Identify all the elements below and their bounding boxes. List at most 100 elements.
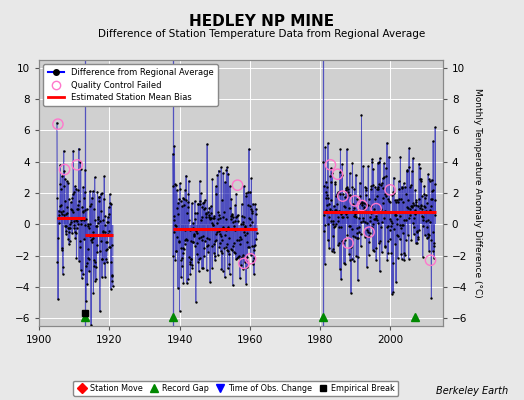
Point [333, 208, 341, 215]
Point [95, 308, 104, 315]
Point [196, 255, 204, 262]
Point [246, 252, 255, 258]
Point [98, 256, 106, 262]
Point [374, 160, 382, 166]
Point [75, 197, 83, 204]
Point [102, 246, 111, 253]
Point [386, 226, 395, 233]
Point [333, 190, 342, 197]
Point [227, 196, 235, 202]
Point [182, 197, 190, 204]
Point [52, 119, 61, 126]
Point [196, 190, 205, 196]
Point [358, 200, 367, 206]
Point [389, 189, 398, 196]
Point [95, 194, 103, 200]
Point [193, 258, 202, 265]
Point [421, 232, 429, 238]
Point [73, 162, 81, 168]
Point [80, 236, 88, 242]
Point [182, 237, 191, 243]
Point [422, 192, 430, 198]
Point [178, 203, 186, 209]
Point [390, 190, 398, 196]
Point [406, 184, 414, 190]
Point [74, 221, 82, 227]
Point [182, 172, 190, 179]
Point [384, 196, 392, 202]
Point [345, 191, 354, 198]
Point [82, 206, 91, 212]
Point [241, 223, 249, 230]
Point [328, 248, 336, 254]
Point [79, 271, 87, 278]
Point [186, 270, 194, 277]
Point [89, 228, 97, 235]
Point [350, 258, 358, 264]
Point [71, 229, 79, 235]
Point [383, 257, 391, 263]
Point [336, 191, 344, 197]
Point [208, 219, 216, 226]
Point [215, 228, 223, 234]
Point [212, 183, 220, 190]
Point [250, 271, 258, 278]
Point [181, 237, 190, 243]
Point [179, 280, 188, 286]
Point [400, 257, 408, 264]
Point [385, 154, 393, 160]
Point [338, 161, 346, 168]
Point [410, 224, 418, 230]
Point [79, 209, 87, 215]
Point [63, 204, 72, 210]
Point [72, 225, 81, 232]
Point [202, 214, 210, 220]
Point [409, 202, 418, 208]
Point [83, 221, 92, 227]
Point [198, 236, 206, 243]
Point [170, 229, 178, 235]
Point [108, 272, 116, 278]
Point [233, 218, 242, 224]
Point [203, 242, 212, 248]
Point [329, 221, 337, 227]
Point [366, 230, 374, 236]
Point [184, 276, 192, 283]
Point [386, 198, 394, 205]
Point [321, 260, 329, 267]
Point [94, 220, 103, 226]
Point [363, 226, 371, 233]
Point [342, 214, 351, 220]
Point [190, 233, 199, 240]
Point [423, 200, 431, 206]
Point [197, 216, 205, 223]
Point [202, 267, 211, 274]
Point [390, 197, 399, 203]
Point [95, 198, 103, 204]
Point [231, 202, 239, 209]
Point [92, 242, 101, 248]
Point [401, 237, 410, 244]
Point [173, 284, 182, 291]
Point [96, 208, 105, 214]
Point [430, 255, 438, 261]
Point [253, 230, 261, 236]
Point [193, 210, 201, 216]
Point [245, 146, 253, 152]
Point [77, 267, 85, 274]
Point [204, 236, 213, 243]
Point [97, 190, 105, 197]
Point [402, 217, 410, 223]
Point [171, 222, 179, 228]
Point [94, 214, 102, 220]
Point [103, 219, 112, 226]
Point [351, 212, 359, 219]
Point [377, 224, 385, 230]
Point [320, 212, 328, 218]
Point [238, 219, 247, 225]
Point [389, 174, 398, 181]
Point [392, 196, 401, 203]
Point [371, 196, 379, 202]
Point [351, 198, 359, 204]
Point [88, 236, 96, 242]
